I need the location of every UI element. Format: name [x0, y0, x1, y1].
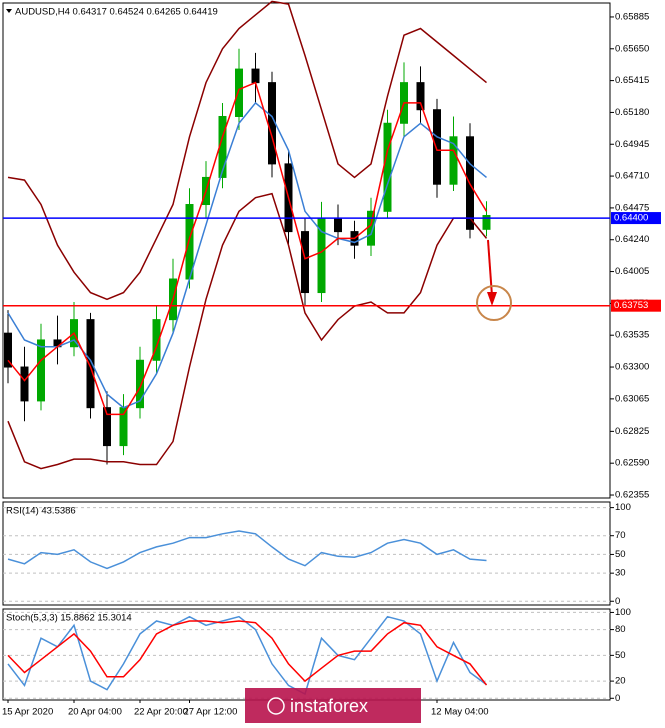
arrow-head — [487, 292, 497, 306]
x-tick-label: 20 Apr 04:00 — [68, 707, 122, 718]
candle-body — [4, 332, 12, 368]
y-tick-label: 0.63535 — [615, 330, 649, 341]
forecast-annotation — [476, 239, 512, 321]
y-tick-label: 0.64005 — [615, 266, 649, 277]
indicator-line — [7, 101, 487, 409]
banner-background — [245, 688, 421, 723]
candle-body — [152, 319, 161, 361]
candle-body — [383, 122, 392, 212]
y-tick-label: 0.65415 — [615, 75, 649, 86]
y-tick-label: 20 — [615, 676, 626, 687]
y-tick-label: 0 — [615, 596, 620, 607]
y-tick-label: 0.65885 — [615, 11, 649, 22]
y-tick-label: 50 — [615, 549, 626, 560]
level-label: 0.64400 — [614, 213, 648, 224]
y-tick-label: 0.64710 — [615, 171, 649, 182]
banner-logo — [267, 697, 285, 715]
panel-title: RSI(14) 43.5386 — [6, 506, 76, 517]
level-label: 0.63753 — [614, 300, 648, 311]
candle-body — [235, 68, 243, 117]
x-tick-label: 27 Apr 12:00 — [184, 707, 238, 718]
y-tick-label: 0.65180 — [615, 107, 649, 118]
candle-body — [482, 214, 491, 230]
indicator-line — [7, 530, 487, 570]
candle-body — [301, 231, 309, 294]
y-tick-label: 0.64945 — [615, 139, 649, 150]
candle-body — [251, 68, 260, 84]
candle-body — [268, 82, 276, 165]
y-tick-label: 0.62590 — [615, 458, 649, 469]
y-tick-label: 80 — [615, 624, 626, 635]
indicator-line — [7, 81, 488, 416]
candle-body — [103, 407, 111, 447]
x-tick-label: 15 Apr 2020 — [2, 707, 53, 718]
panel-title: AUDUSD,H4 0.64317 0.64524 0.64265 0.6441… — [15, 7, 218, 18]
title-marker — [6, 9, 12, 13]
y-tick-label: 0.62355 — [615, 490, 649, 501]
target-circle — [476, 285, 512, 321]
x-tick-label: 12 May 04:00 — [431, 707, 489, 718]
candle-body — [185, 204, 194, 280]
x-tick-label: 22 Apr 20:00 — [134, 707, 188, 718]
candle-body — [86, 319, 95, 409]
panel-frame — [2, 501, 611, 606]
candle-body — [334, 217, 342, 233]
y-tick-label: 0.65650 — [615, 43, 649, 54]
indicator-line — [7, 192, 488, 470]
y-tick-label: 70 — [615, 530, 626, 541]
y-tick-label: 0.64240 — [615, 234, 649, 245]
candle-body — [433, 109, 441, 185]
y-tick-label: 30 — [615, 568, 626, 579]
indicator-line — [7, 0, 487, 301]
candle-body — [37, 339, 45, 402]
panel-title: Stoch(5,3,3) 15.8862 15.3014 — [6, 613, 132, 624]
watermark-text: instaforex — [290, 696, 368, 716]
plots: 0.65885 0.65650 0.65415 0.65180 0.64945 0.647… — [2, 0, 661, 718]
candle-body — [449, 136, 458, 185]
y-tick-label: 0.62825 — [615, 426, 649, 437]
y-tick-label: 0.64475 — [615, 202, 649, 213]
y-tick-label: 0.63300 — [615, 362, 649, 373]
y-tick-label: 0.63065 — [615, 393, 649, 404]
candle-body — [136, 359, 144, 409]
panel-frame — [2, 608, 611, 701]
watermark-banner: instaforex — [245, 688, 421, 723]
candle-body — [416, 82, 425, 111]
y-tick-label: 100 — [615, 502, 631, 513]
candle-body — [20, 366, 29, 402]
level-label-box — [611, 299, 661, 312]
y-tick-label: 0 — [615, 693, 620, 704]
y-tick-label: 100 — [615, 607, 631, 618]
y-tick-label: 50 — [615, 650, 626, 661]
indicator-line — [7, 620, 488, 686]
level-label-box — [611, 212, 661, 225]
